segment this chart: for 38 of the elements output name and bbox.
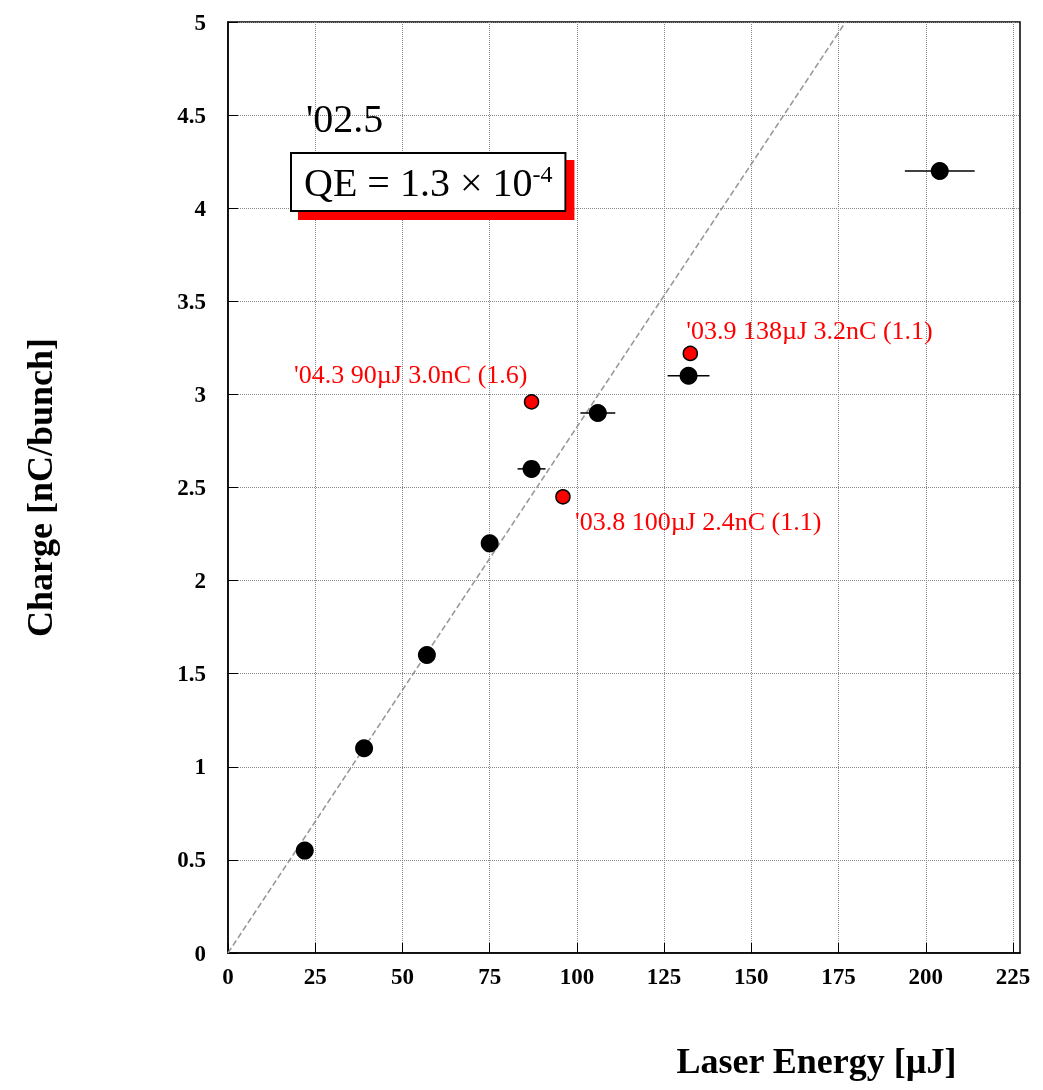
point	[679, 366, 698, 385]
point	[522, 459, 541, 478]
x-tick-label: 25	[303, 964, 327, 989]
x-tick-label: 75	[478, 964, 502, 989]
x-tick-label: 225	[995, 964, 1031, 989]
point	[480, 534, 499, 553]
point	[523, 394, 540, 410]
y-tick-label: 4	[194, 195, 207, 221]
y-tick-label: 3	[194, 381, 206, 407]
point	[295, 841, 314, 860]
y-tick-label: 4.5	[177, 102, 206, 128]
annotation: '03.8 100µJ 2.4nC (1.1)	[574, 507, 822, 537]
x-tick-label: 150	[734, 964, 769, 989]
y-tick-label: 0.5	[177, 847, 206, 873]
point	[682, 345, 699, 362]
point	[588, 404, 607, 423]
x-tick-label: 175	[821, 964, 856, 989]
point	[555, 489, 571, 505]
annotation: '03.9 138µJ 3.2nC (1.1)	[686, 315, 933, 345]
point	[930, 161, 949, 180]
annotation: '04.3 90µJ 3.0nC (1.6)	[294, 360, 528, 390]
x-axis-title: Laser Energy [µJ]	[676, 1041, 957, 1081]
y-tick-label: 2	[194, 568, 206, 594]
y-axis-title: Charge [nC/bunch]	[20, 337, 60, 638]
x-tick-label: 200	[908, 964, 944, 989]
point	[355, 739, 374, 758]
x-tick-label: 50	[390, 964, 414, 989]
y-tick-label: 2.5	[177, 475, 206, 500]
x-tick-label: 125	[646, 964, 682, 989]
y-tick-label: 1	[194, 754, 206, 780]
x-tick-label: 100	[559, 964, 595, 989]
y-tick-label: 5	[194, 9, 206, 35]
y-tick-label: 3.5	[177, 288, 206, 314]
x-tick-label: 0	[222, 964, 234, 989]
y-tick-label: 0	[194, 940, 206, 966]
point	[417, 646, 436, 665]
y-tick-label: 1.5	[177, 661, 206, 687]
annotation: '02.5	[306, 95, 384, 141]
